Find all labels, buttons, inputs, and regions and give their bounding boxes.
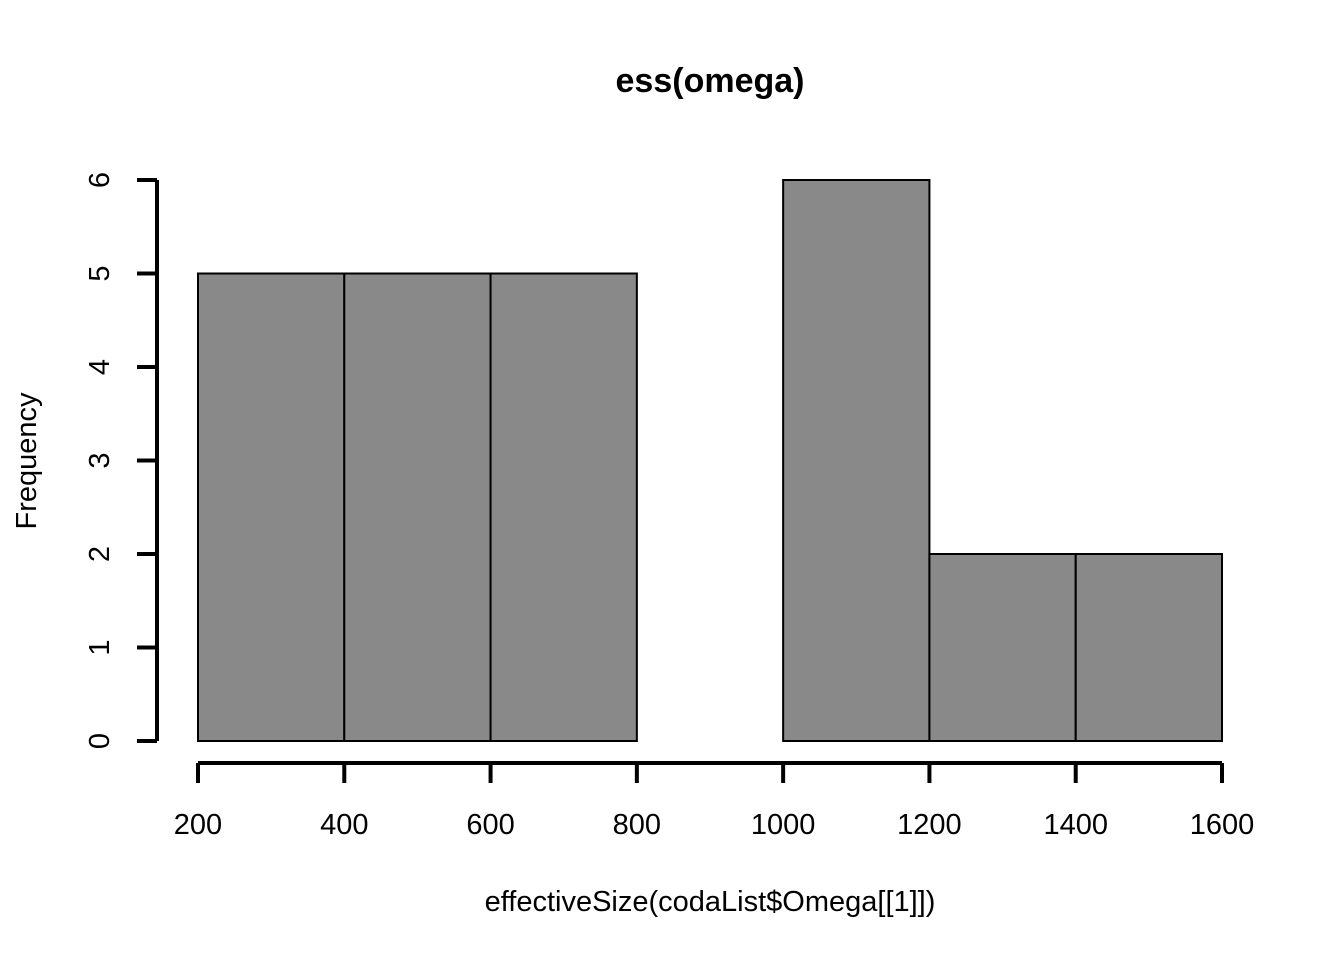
y-tick-label: 2 — [84, 546, 116, 562]
y-tick-label: 6 — [84, 172, 116, 188]
y-tick-label: 4 — [84, 359, 116, 375]
y-tick-label: 1 — [84, 639, 116, 655]
y-tick-label: 0 — [84, 733, 116, 749]
x-axis-label: effectiveSize(codaList$Omega[[1]]) — [485, 886, 936, 918]
x-tick-label: 800 — [613, 809, 661, 841]
histogram-bar — [489, 272, 638, 742]
x-tick-label: 1000 — [751, 809, 816, 841]
y-tick-label: 3 — [84, 452, 116, 468]
histogram-bar — [928, 553, 1077, 742]
y-tick-label: 5 — [84, 265, 116, 281]
x-tick-label: 400 — [320, 809, 368, 841]
x-axis-ticks: 200 400 600 800 1000 1200 1400 1600 — [174, 763, 1254, 841]
x-tick-label: 1400 — [1043, 809, 1108, 841]
chart-title: ess(omega) — [616, 62, 805, 100]
x-tick-label: 200 — [174, 809, 222, 841]
x-tick-label: 600 — [466, 809, 514, 841]
histogram-bars — [197, 179, 1223, 742]
histogram-bar — [782, 179, 931, 742]
y-axis-label: Frequency — [11, 392, 43, 530]
histogram-bar — [197, 272, 346, 742]
histogram-bar — [1074, 553, 1223, 742]
x-tick-label: 1600 — [1190, 809, 1255, 841]
y-axis-ticks: 0 1 2 3 4 5 6 — [84, 172, 157, 749]
histogram-bar — [343, 272, 492, 742]
x-tick-label: 1200 — [897, 809, 962, 841]
